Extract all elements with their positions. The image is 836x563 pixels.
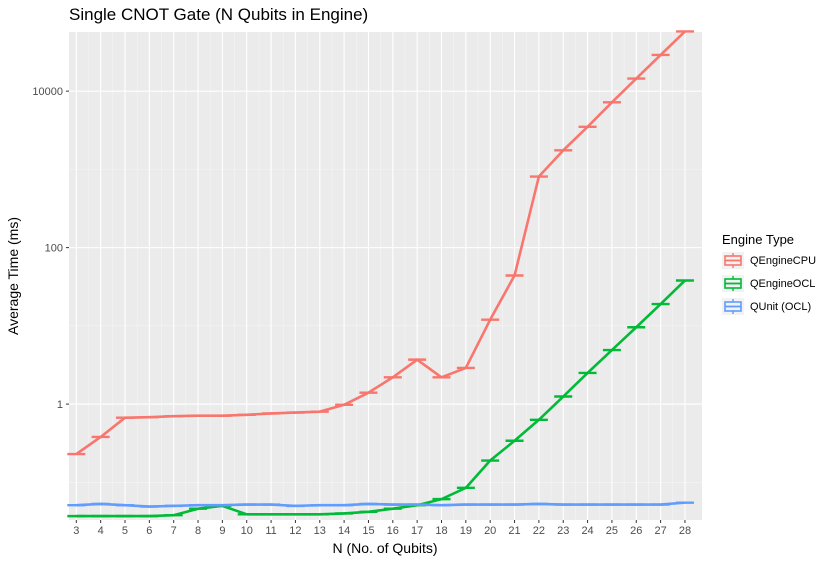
x-tick-label: 17 (411, 525, 423, 537)
legend-item: QEngineCPU (722, 252, 816, 269)
x-tick-label: 15 (362, 525, 374, 537)
axes-layer: 3 4 5 6 7 8 9 10 11 12 13 14 15 16 17 18 19 20 21 22 23 24 25 2… (32, 86, 691, 537)
x-tick-label: 5 (122, 525, 128, 537)
series-0 (67, 30, 694, 456)
legend-title: Engine Type (722, 232, 794, 247)
x-tick-label: 7 (171, 525, 177, 537)
x-tick-label: 4 (98, 525, 104, 537)
x-tick-label: 26 (630, 525, 642, 537)
x-tick-label: 9 (219, 525, 225, 537)
x-tick-label: 12 (289, 525, 301, 537)
legend-label: QEngineCPU (750, 255, 816, 267)
chart-title: Single CNOT Gate (N Qubits in Engine) (69, 5, 368, 24)
x-tick-label: 11 (265, 525, 276, 537)
x-tick-label: 16 (387, 525, 399, 537)
x-tick-label: 27 (654, 525, 666, 537)
legend-item: QUnit (OCL) (722, 298, 811, 315)
x-tick-label: 10 (241, 525, 253, 537)
x-tick-label: 14 (338, 525, 350, 537)
x-tick-label: 6 (146, 525, 152, 537)
x-tick-label: 13 (314, 525, 326, 537)
x-tick-label: 20 (484, 525, 496, 537)
y-tick-label: 10000 (32, 86, 63, 98)
x-tick-label: 28 (679, 525, 691, 537)
legend-item: QEngineOCL (722, 275, 815, 292)
x-tick-label: 25 (606, 525, 618, 537)
x-tick-label: 18 (435, 525, 447, 537)
legend: Engine Type QEngineCPU QEngineOCL QUnit (O… (722, 232, 816, 315)
y-axis-title: Average Time (ms) (5, 217, 21, 335)
y-tick-label: 100 (45, 243, 63, 255)
x-tick-label: 3 (73, 525, 79, 537)
series-layer (67, 30, 694, 518)
legend-label: QEngineOCL (750, 278, 815, 290)
x-tick-label: 24 (581, 525, 593, 537)
plot-panel (69, 32, 702, 520)
grid-lines (69, 32, 702, 520)
legend-label: QUnit (OCL) (750, 301, 811, 313)
x-tick-label: 22 (533, 525, 545, 537)
x-tick-label: 21 (508, 525, 520, 537)
x-tick-label: 8 (195, 525, 201, 537)
y-tick-label: 1 (57, 399, 63, 411)
x-tick-label: 23 (557, 525, 569, 537)
series-2 (67, 501, 694, 508)
x-tick-label: 19 (460, 525, 472, 537)
x-axis-title: N (No. of Qubits) (332, 540, 437, 556)
